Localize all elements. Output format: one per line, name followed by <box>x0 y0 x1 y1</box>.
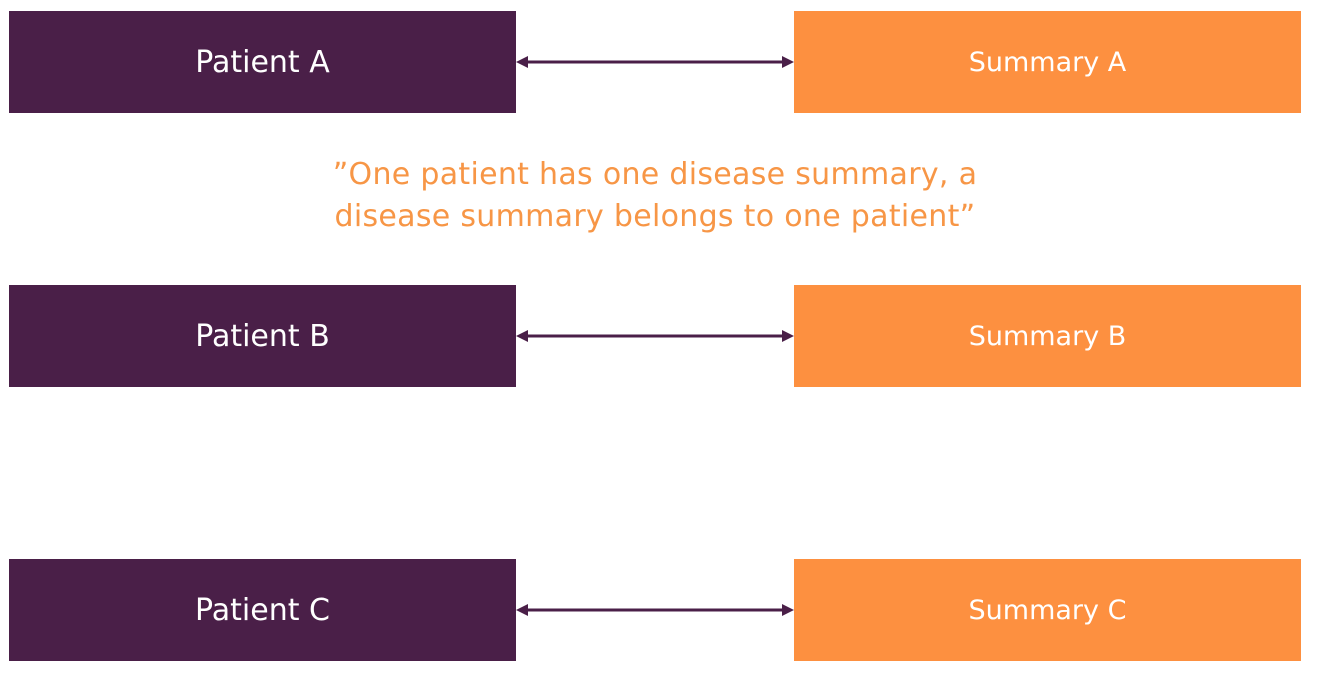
quote-line-2: disease summary belongs to one patient” <box>334 199 976 234</box>
bidirectional-arrow-c <box>516 604 794 616</box>
bidirectional-arrow-b <box>516 330 794 342</box>
summary-b-label: Summary B <box>968 320 1127 352</box>
summary-a-label: Summary A <box>968 46 1127 78</box>
patient-a-box: Patient A <box>9 11 516 113</box>
quote-line-1: ”One patient has one disease summary, a <box>332 157 978 192</box>
summary-c-label: Summary C <box>968 594 1127 626</box>
bidirectional-arrow-a <box>516 56 794 68</box>
patient-b-label: Patient B <box>195 318 330 354</box>
relationship-quote: ”One patient has one disease summary, a … <box>260 154 1050 238</box>
patient-c-label: Patient C <box>195 592 330 628</box>
patient-b-box: Patient B <box>9 285 516 387</box>
patient-c-box: Patient C <box>9 559 516 661</box>
patient-a-label: Patient A <box>195 44 330 80</box>
summary-a-box: Summary A <box>794 11 1301 113</box>
summary-c-box: Summary C <box>794 559 1301 661</box>
summary-b-box: Summary B <box>794 285 1301 387</box>
